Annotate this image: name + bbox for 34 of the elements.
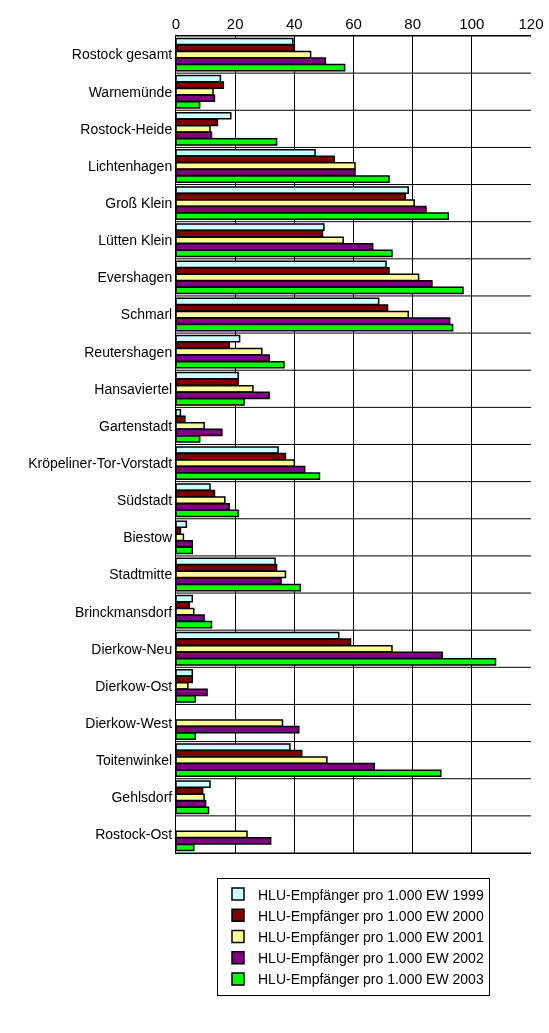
y-tick-label: Gartenstadt	[99, 417, 173, 434]
legend-label: HLU-Empfänger pro 1.000 EW 2001	[258, 928, 484, 945]
x-tick-label: 20	[226, 15, 244, 32]
legend-label: HLU-Empfänger pro 1.000 EW 2000	[258, 907, 484, 924]
y-tick-label: Südstadt	[116, 492, 173, 509]
legend-label: HLU-Empfänger pro 1.000 EW 1999	[258, 886, 484, 903]
x-tick-label: 80	[404, 15, 422, 32]
y-tick-label: Reutershagen	[84, 343, 173, 360]
x-tick-label: 0	[171, 15, 181, 32]
y-tick-label: Schmarl	[120, 306, 173, 323]
legend-label: HLU-Empfänger pro 1.000 EW 2003	[258, 971, 484, 988]
y-tick-label: Evershagen	[97, 269, 173, 286]
legend-label: HLU-Empfänger pro 1.000 EW 2002	[258, 950, 484, 967]
y-tick-label: Dierkow-Neu	[91, 640, 173, 657]
y-tick-label: Dierkow-West	[85, 714, 173, 731]
x-tick-label: 60	[345, 15, 362, 32]
x-tick-label: 100	[459, 15, 485, 32]
y-tick-label: Rostock-Heide	[80, 120, 173, 137]
y-tick-label: Dierkow-Ost	[95, 677, 173, 694]
y-tick-label: Lütten Klein	[98, 232, 173, 249]
y-tick-label: Hansaviertel	[94, 380, 173, 397]
y-tick-label: Kröpeliner-Tor-Vorstadt	[28, 454, 173, 471]
y-tick-label: Lichtenhagen	[88, 157, 173, 174]
y-tick-label: Rostock gesamt	[71, 46, 173, 63]
y-tick-label: Warnemünde	[88, 83, 173, 100]
y-tick-label: Biestow	[123, 529, 174, 546]
y-tick-label: Gehlsdorf	[111, 789, 173, 806]
y-tick-label: Groß Klein	[105, 195, 173, 212]
y-tick-label: Stadtmitte	[109, 566, 173, 583]
y-tick-label: Toitenwinkel	[95, 752, 173, 769]
y-tick-label: Brinckmansdorf	[74, 603, 173, 620]
x-tick-label: 40	[285, 15, 303, 32]
x-tick-label: 120	[518, 15, 544, 32]
y-tick-label: Rostock-Ost	[95, 826, 173, 843]
